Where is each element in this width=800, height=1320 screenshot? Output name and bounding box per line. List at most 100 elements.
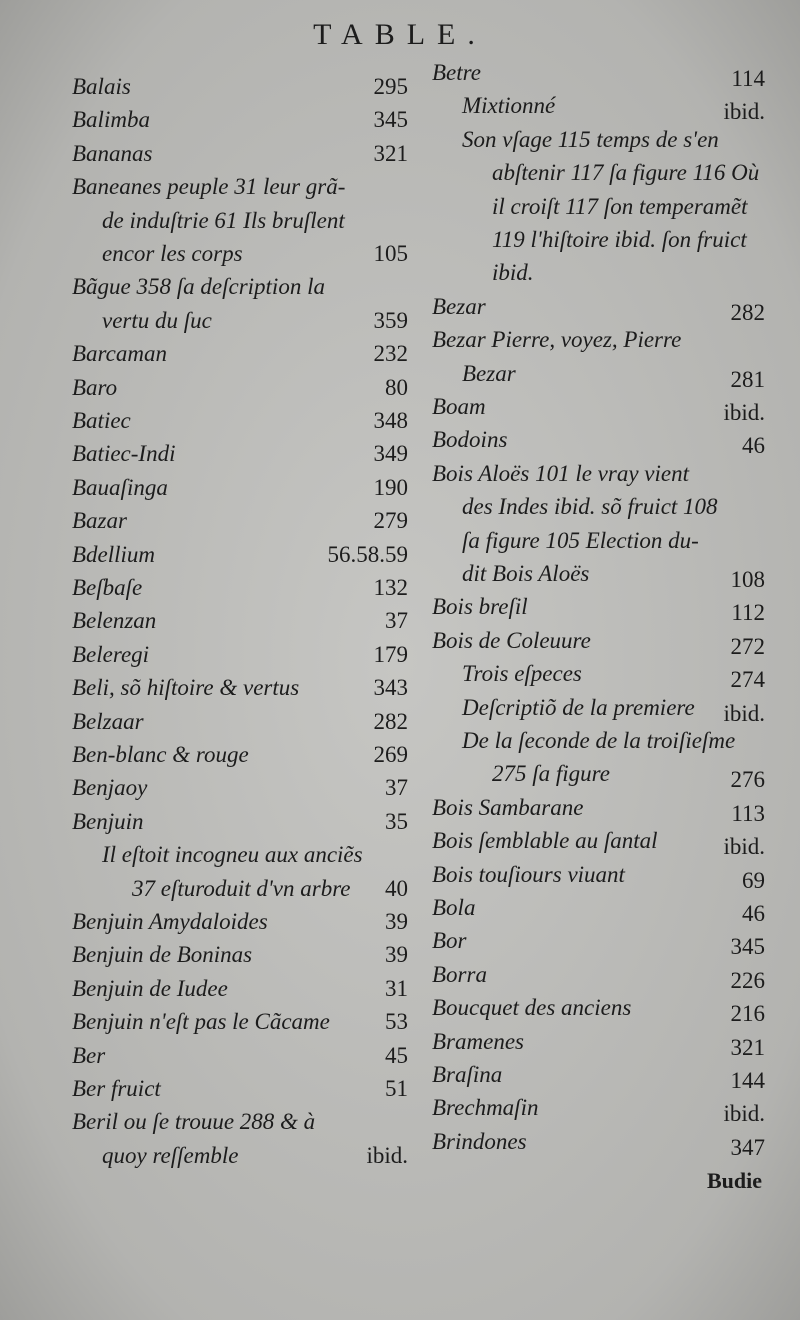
entry-text: vertu du ſuc xyxy=(102,307,212,333)
entry-text: Balimba xyxy=(72,107,150,133)
entry-text: Belzaar xyxy=(72,708,144,734)
entry-text: Baro xyxy=(72,374,118,400)
catchword: Budie xyxy=(706,1168,762,1193)
page-number: 216 xyxy=(730,1001,766,1027)
entry-text: De la ſeconde de la troiſieſme xyxy=(462,728,736,753)
entry-text: 275 ſa figure xyxy=(492,761,610,787)
entry-text: Bor xyxy=(432,928,467,954)
page-number: 190 xyxy=(373,474,409,500)
page-number: 348 xyxy=(373,408,409,433)
page-number: 69 xyxy=(742,867,765,893)
entry-text: Bazar xyxy=(72,508,127,534)
entry-text: Braſina xyxy=(432,1062,503,1087)
page-title: TABLE. xyxy=(313,18,487,51)
page-number: 53 xyxy=(385,1009,408,1035)
page-number: ibid. xyxy=(723,700,765,726)
page-number: 226 xyxy=(730,967,766,993)
entry-text: Bois Sambarane xyxy=(432,794,584,820)
page-number: 295 xyxy=(373,74,409,99)
page-number: 179 xyxy=(373,641,409,667)
page-number: 321 xyxy=(373,140,409,166)
page-number: 39 xyxy=(385,909,408,934)
page-number: ibid. xyxy=(723,1101,765,1127)
page-number: 132 xyxy=(373,575,409,600)
entry-text: ſa figure 105 Election du- xyxy=(462,527,699,553)
entry-text: Beſbaſe xyxy=(72,575,143,600)
entry-text: Benjuin n'eſt pas le Cãcame xyxy=(72,1009,330,1035)
entry-text: Benjuin Amydaloides xyxy=(72,909,268,934)
entry-text: Boam xyxy=(432,394,486,419)
entry-text: Bois Aloës 101 le vray vient xyxy=(432,460,689,486)
entry-text: Baneanes peuple 31 leur grã- xyxy=(72,174,346,200)
page-number: 347 xyxy=(730,1134,766,1160)
page-number: 108 xyxy=(730,567,766,592)
entry-text: Bezar xyxy=(432,293,486,319)
page-number: 359 xyxy=(373,307,409,333)
entry-text: des Indes ibid. sõ fruict 108 xyxy=(462,494,718,520)
entry-text: Batiec xyxy=(72,408,131,433)
page-number: ibid. xyxy=(723,834,765,860)
page-number: 272 xyxy=(730,633,766,659)
entry-text: Bois breſil xyxy=(432,594,528,620)
entry-text: Beril ou ſe trouue 288 & à xyxy=(72,1109,316,1135)
entry-text: encor les corps xyxy=(102,241,243,266)
entry-text: 37 eſturoduit d'vn arbre xyxy=(132,875,351,901)
page-number: 105 xyxy=(373,241,409,266)
entry-text: Deſcriptiõ de la premiere xyxy=(462,694,695,720)
entry-text: Borra xyxy=(432,961,487,987)
entry-text: quoy reſſemble xyxy=(102,1142,239,1168)
entry-text: Bdellium xyxy=(72,541,156,567)
entry-text: 119 l'hiſtoire ibid. ſon fruict xyxy=(492,227,747,252)
page-number: 282 xyxy=(730,299,766,325)
entry-text: Benjuin de Iudee xyxy=(72,975,228,1001)
entry-text: Bramenes xyxy=(432,1028,524,1054)
entry-text: Batiec-Indi xyxy=(72,441,176,467)
page-number: 114 xyxy=(731,66,765,91)
page-number: 31 xyxy=(385,975,408,1001)
entry-text: Bois ſemblable au ſantal xyxy=(432,828,658,854)
page-number: 113 xyxy=(731,800,765,826)
entry-text: Brechmaſin xyxy=(432,1095,539,1121)
entry-text: Bola xyxy=(432,895,476,920)
entry-text: Bauaſinga xyxy=(72,474,168,500)
page-number: 35 xyxy=(385,808,408,834)
page-number: 343 xyxy=(373,675,409,701)
entry-text: il croiſt 117 ſon temperamẽt xyxy=(492,193,748,219)
page-number: 46 xyxy=(742,901,765,926)
entry-text: Benjaoy xyxy=(72,775,148,801)
page-number: 56.58.59 xyxy=(327,541,409,567)
entry-text: Belenzan xyxy=(72,608,157,634)
entry-text: Trois eſpeces xyxy=(462,661,582,687)
entry-text: Bodoins xyxy=(432,427,508,453)
entry-text: Bananas xyxy=(72,140,153,166)
page-number: 349 xyxy=(373,441,409,467)
entry-text: Bãgue 358 ſa deſcription la xyxy=(72,274,325,300)
page-number: 80 xyxy=(385,374,408,400)
entry-text: Bezar Pierre, voyez, Pierre xyxy=(432,327,682,353)
entry-text: Bezar xyxy=(462,360,516,386)
entry-text: Balais xyxy=(72,74,131,99)
entry-text: Betre xyxy=(432,60,481,85)
entry-text: Benjuin de Boninas xyxy=(72,942,253,968)
entry-text: Brindones xyxy=(432,1128,527,1154)
entry-text: Ber xyxy=(72,1042,106,1068)
entry-text: ibid. xyxy=(492,260,534,286)
page-number: 112 xyxy=(731,600,765,626)
page-number: 40 xyxy=(385,875,408,901)
entry-text: Bois touſiours viuant xyxy=(432,861,625,887)
page-number: 281 xyxy=(730,366,766,392)
entry-text: Ber fruict xyxy=(72,1076,161,1101)
entry-text: Boucquet des anciens xyxy=(432,995,632,1021)
page-number: 39 xyxy=(385,942,408,968)
page-number: 321 xyxy=(730,1034,766,1060)
page-number: 144 xyxy=(730,1068,766,1093)
page-number: 232 xyxy=(373,341,409,367)
entry-text: Beli, sõ hiſtoire & vertus xyxy=(72,675,300,701)
entry-text: abſtenir 117 ſa figure 116 Où xyxy=(492,160,760,186)
page-number: 282 xyxy=(373,708,409,734)
page-number: 51 xyxy=(385,1076,408,1101)
page-number: 345 xyxy=(730,934,766,960)
page-number: 37 xyxy=(385,608,408,634)
entry-text: Benjuin xyxy=(72,808,144,834)
